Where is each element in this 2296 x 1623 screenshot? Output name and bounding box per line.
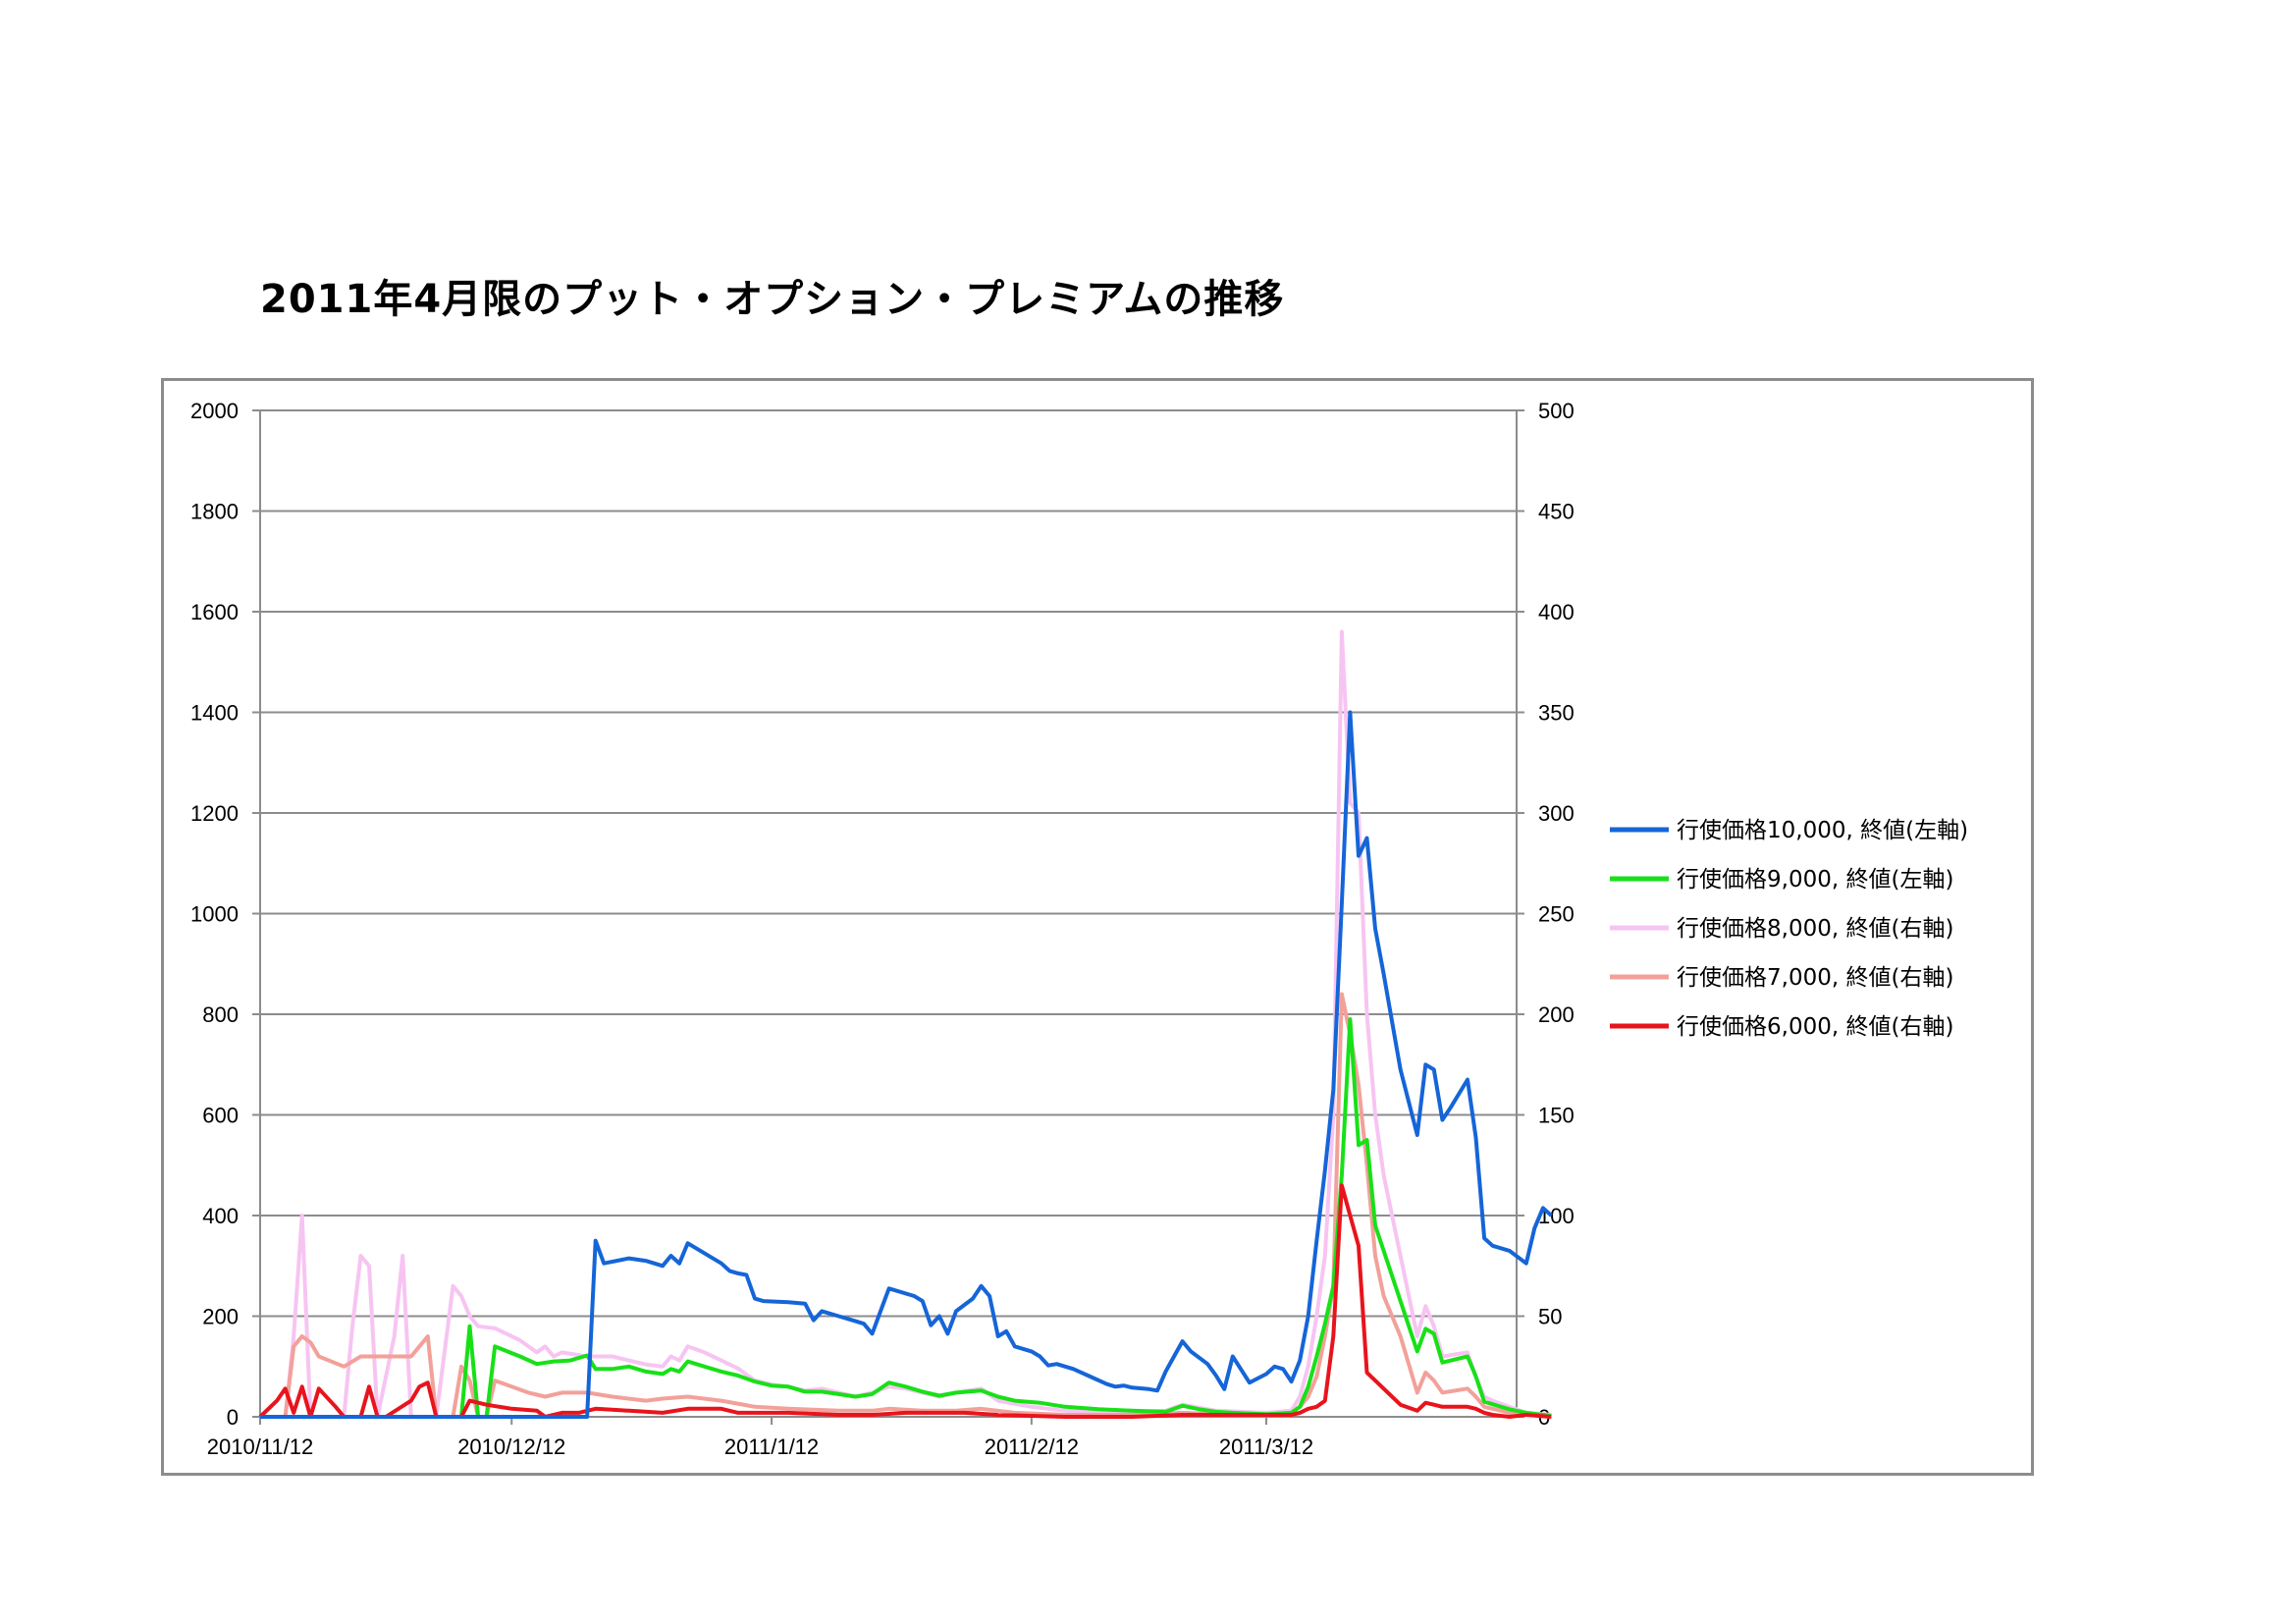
left-tick-label: 1400 xyxy=(190,701,239,726)
x-tick-label: 2011/3/12 xyxy=(1219,1434,1313,1459)
left-tick-label: 1200 xyxy=(190,801,239,826)
x-tick-label: 2011/1/12 xyxy=(724,1434,819,1459)
right-tick-label: 450 xyxy=(1538,500,1575,524)
series-line-1 xyxy=(260,710,1553,1419)
legend-label: 行使価格9,000, 終値(左軸) xyxy=(1677,867,1953,893)
legend-label: 行使価格8,000, 終値(右軸) xyxy=(1677,916,1953,942)
x-tick-label: 2011/2/12 xyxy=(985,1434,1079,1459)
right-tick-label: 50 xyxy=(1538,1305,1562,1329)
left-tick-label: 200 xyxy=(202,1305,239,1329)
right-tick-label: 300 xyxy=(1538,801,1575,826)
right-tick-label: 350 xyxy=(1538,701,1575,726)
right-tick-label: 400 xyxy=(1538,600,1575,624)
x-axis-ticks: 2010/11/12 2010/12/12 2011/1/12 2011/2/12 20… xyxy=(207,1417,1313,1459)
right-tick-label: 200 xyxy=(1538,1002,1575,1027)
series-line-4 xyxy=(260,992,1552,1419)
left-tick-label: 1600 xyxy=(190,600,239,624)
chart-title: 2011年4月限のプット・オプション・プレミアムの推移 xyxy=(260,277,1285,322)
series-line-2 xyxy=(260,1017,1552,1419)
legend-label: 行使価格6,000, 終値(右軸) xyxy=(1677,1014,1953,1040)
left-tick-label: 400 xyxy=(202,1204,239,1228)
right-tick-label: 150 xyxy=(1538,1104,1575,1128)
legend-label: 行使価格10,000, 終値(左軸) xyxy=(1677,818,1968,843)
series-line-5 xyxy=(258,1183,1552,1419)
series-lines xyxy=(258,629,1553,1419)
x-tick-label: 2010/11/12 xyxy=(207,1434,313,1459)
legend: 行使価格10,000, 終値(左軸) 行使価格9,000, 終値(左軸) 行使価格8… xyxy=(1610,818,1968,1040)
left-tick-label: 1800 xyxy=(190,500,239,524)
legend-label: 行使価格7,000, 終値(右軸) xyxy=(1677,965,1953,991)
left-tick-label: 800 xyxy=(202,1002,239,1027)
left-tick-label: 0 xyxy=(227,1405,239,1430)
right-tick-label: 250 xyxy=(1538,902,1575,927)
left-tick-label: 2000 xyxy=(190,399,239,423)
series-line-3 xyxy=(260,629,1552,1419)
left-axis-ticks: 0 200 400 600 800 1000 1200 1400 1600 1800 2000 xyxy=(190,399,260,1430)
chart-frame xyxy=(161,378,2034,1476)
x-tick-label: 2010/12/12 xyxy=(457,1434,565,1459)
right-tick-label: 500 xyxy=(1538,399,1575,423)
left-tick-label: 600 xyxy=(202,1104,239,1128)
left-tick-label: 1000 xyxy=(190,902,239,927)
